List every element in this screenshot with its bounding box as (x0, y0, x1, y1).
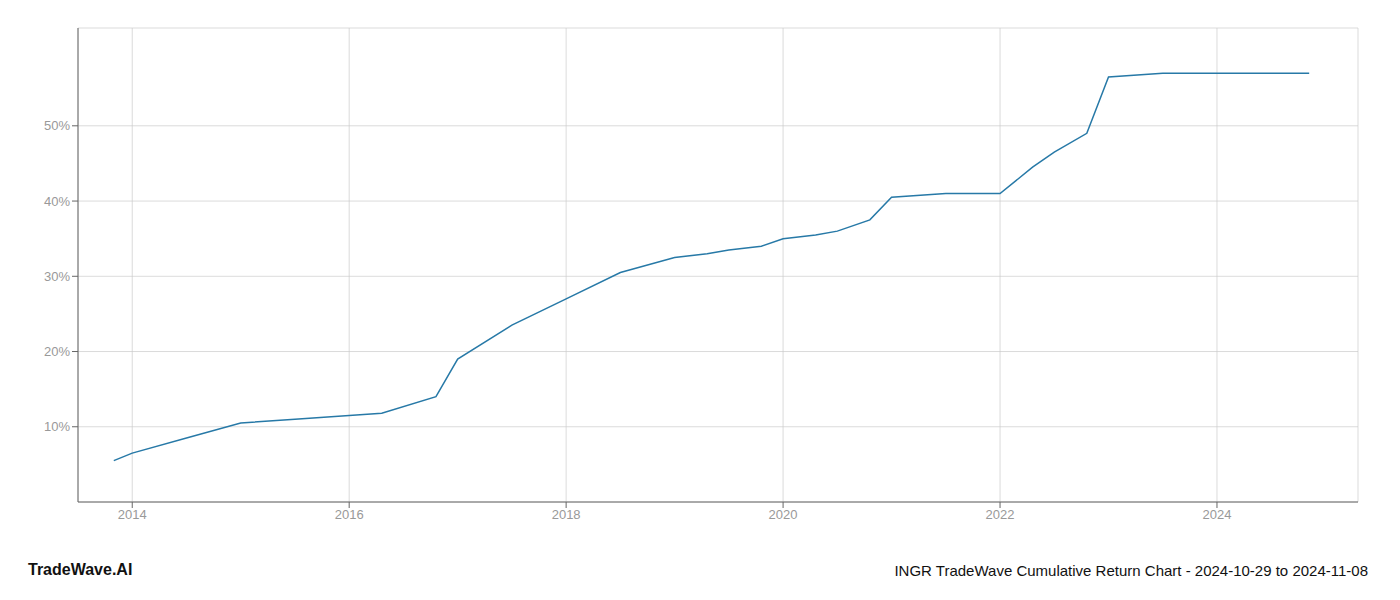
svg-text:20%: 20% (44, 344, 70, 359)
svg-text:2014: 2014 (118, 507, 147, 522)
svg-text:2018: 2018 (552, 507, 581, 522)
svg-text:2024: 2024 (1203, 507, 1232, 522)
svg-text:30%: 30% (44, 269, 70, 284)
svg-text:10%: 10% (44, 419, 70, 434)
svg-text:2016: 2016 (335, 507, 364, 522)
svg-text:2022: 2022 (986, 507, 1015, 522)
svg-text:2020: 2020 (769, 507, 798, 522)
html-text:INGR TradeWave Cumulative Retu: INGR TradeWave Cumulative Return Chart -… (894, 561, 1368, 579)
svg-text:40%: 40% (44, 194, 70, 209)
svg-text:50%: 50% (44, 118, 70, 133)
html-text:TradeWave.AI: TradeWave.AI (28, 561, 133, 578)
